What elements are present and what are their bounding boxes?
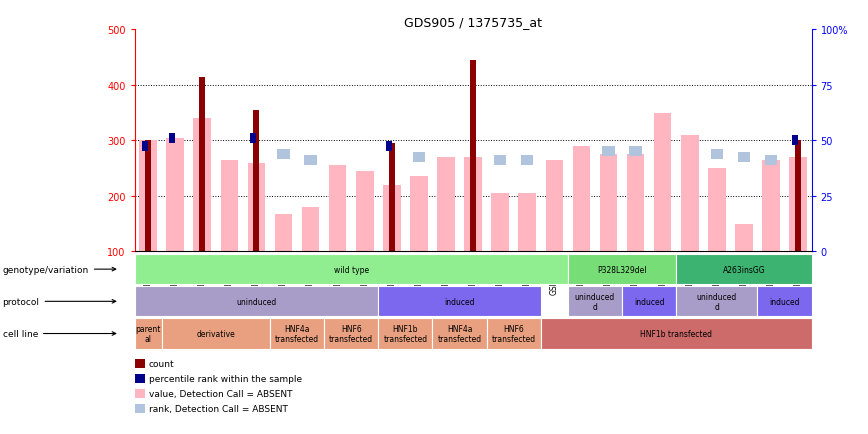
- Text: induced: induced: [634, 297, 664, 306]
- Title: GDS905 / 1375735_at: GDS905 / 1375735_at: [404, 16, 542, 29]
- Bar: [135, 404, 145, 414]
- Bar: [302, 207, 319, 252]
- Bar: [568, 254, 676, 285]
- Bar: [795, 141, 801, 252]
- Bar: [765, 155, 777, 165]
- Bar: [600, 155, 617, 252]
- Bar: [494, 155, 506, 165]
- Text: uninduced: uninduced: [236, 297, 277, 306]
- Bar: [676, 254, 812, 285]
- Bar: [487, 319, 541, 349]
- Bar: [622, 286, 676, 317]
- Bar: [789, 158, 807, 252]
- Text: parent
al: parent al: [135, 324, 161, 343]
- Bar: [161, 319, 270, 349]
- Bar: [278, 150, 290, 160]
- Bar: [135, 359, 145, 368]
- Bar: [247, 163, 266, 252]
- Text: HNF6
transfected: HNF6 transfected: [491, 324, 536, 343]
- Bar: [676, 286, 758, 317]
- Bar: [654, 113, 672, 252]
- Bar: [135, 254, 568, 285]
- Bar: [541, 319, 812, 349]
- Text: HNF4a
transfected: HNF4a transfected: [275, 324, 319, 343]
- Bar: [253, 111, 260, 252]
- Text: HNF1b
transfected: HNF1b transfected: [384, 324, 427, 343]
- Bar: [194, 119, 211, 252]
- Bar: [758, 286, 812, 317]
- Bar: [711, 150, 723, 160]
- Bar: [413, 153, 425, 163]
- Text: HNF6
transfected: HNF6 transfected: [329, 324, 373, 343]
- Bar: [437, 158, 455, 252]
- Text: induced: induced: [444, 297, 475, 306]
- Bar: [383, 185, 401, 252]
- Bar: [573, 147, 590, 252]
- Bar: [602, 147, 615, 157]
- Bar: [270, 319, 324, 349]
- Text: cell line: cell line: [3, 329, 115, 338]
- Text: wild type: wild type: [333, 265, 369, 274]
- Bar: [200, 77, 205, 252]
- Text: protocol: protocol: [3, 297, 115, 306]
- Bar: [681, 135, 699, 252]
- Text: count: count: [148, 359, 174, 368]
- Bar: [135, 389, 145, 398]
- Bar: [305, 155, 317, 165]
- Bar: [738, 153, 750, 163]
- Bar: [792, 136, 798, 146]
- Bar: [708, 169, 726, 252]
- Text: A263insGG: A263insGG: [722, 265, 766, 274]
- Bar: [735, 224, 753, 252]
- Bar: [629, 147, 641, 157]
- Bar: [378, 319, 432, 349]
- Bar: [464, 158, 482, 252]
- Text: rank, Detection Call = ABSENT: rank, Detection Call = ABSENT: [148, 404, 287, 414]
- Bar: [518, 194, 536, 252]
- Bar: [491, 194, 509, 252]
- Text: induced: induced: [769, 297, 799, 306]
- Bar: [545, 161, 563, 252]
- Bar: [141, 141, 148, 151]
- Bar: [135, 319, 161, 349]
- Bar: [762, 161, 779, 252]
- Bar: [250, 133, 256, 143]
- Text: derivative: derivative: [196, 329, 235, 338]
- Bar: [135, 286, 378, 317]
- Bar: [568, 286, 622, 317]
- Text: uninduced
d: uninduced d: [575, 292, 615, 311]
- Text: uninduced
d: uninduced d: [697, 292, 737, 311]
- Text: HNF1b transfected: HNF1b transfected: [641, 329, 712, 338]
- Text: genotype/variation: genotype/variation: [3, 265, 115, 274]
- Bar: [389, 144, 395, 252]
- Bar: [432, 319, 487, 349]
- Bar: [324, 319, 378, 349]
- Bar: [167, 138, 184, 252]
- Text: percentile rank within the sample: percentile rank within the sample: [148, 374, 302, 383]
- Bar: [470, 61, 476, 252]
- Bar: [378, 286, 541, 317]
- Bar: [274, 214, 293, 252]
- Bar: [385, 141, 391, 151]
- Bar: [356, 171, 373, 252]
- Bar: [521, 155, 533, 165]
- Bar: [220, 161, 238, 252]
- Bar: [410, 177, 428, 252]
- Bar: [169, 133, 174, 143]
- Text: HNF4a
transfected: HNF4a transfected: [437, 324, 482, 343]
- Bar: [329, 166, 346, 252]
- Text: P328L329del: P328L329del: [597, 265, 647, 274]
- Bar: [139, 141, 157, 252]
- Bar: [135, 374, 145, 383]
- Bar: [627, 155, 644, 252]
- Bar: [145, 141, 151, 252]
- Text: value, Detection Call = ABSENT: value, Detection Call = ABSENT: [148, 389, 293, 398]
